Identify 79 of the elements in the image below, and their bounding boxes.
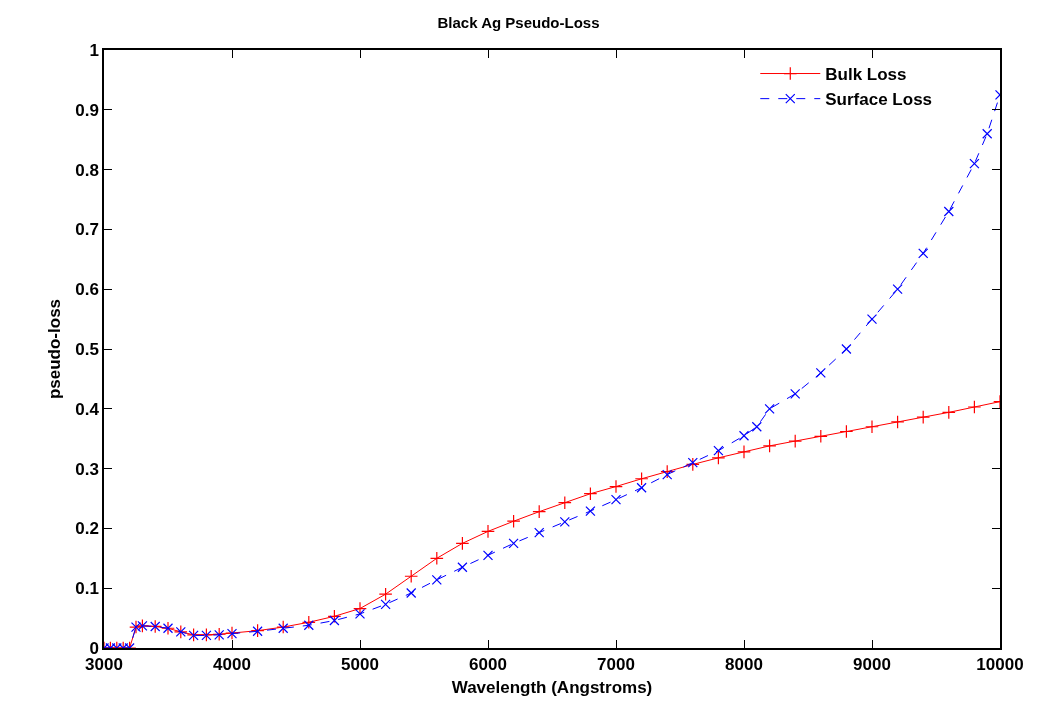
point	[559, 516, 570, 527]
x-tick-label: 10000	[976, 655, 1024, 675]
point	[585, 505, 596, 517]
legend-label: Bulk Loss	[825, 65, 907, 85]
y-tick-label: 0.4	[75, 399, 100, 419]
x-axis-title: Wavelength (Angstroms)	[451, 678, 653, 698]
point	[532, 504, 547, 519]
point	[534, 527, 545, 538]
point	[813, 429, 828, 444]
x-tick-label: 4000	[213, 655, 251, 675]
point	[329, 615, 340, 626]
point	[457, 562, 468, 573]
point	[737, 444, 751, 459]
y-tick-label: 0	[89, 638, 99, 658]
point	[941, 405, 956, 420]
point	[508, 538, 519, 549]
point	[301, 615, 316, 630]
point	[738, 430, 750, 441]
y-tick-label: 0.8	[75, 160, 99, 180]
x-tick-label: 5000	[341, 655, 379, 675]
point	[455, 536, 470, 551]
x-tick-label: 8000	[725, 655, 763, 675]
y-axis-title: pseudo-loss	[45, 298, 65, 400]
point	[892, 284, 903, 295]
x-tick-label: 3000	[85, 655, 123, 675]
point	[982, 128, 993, 139]
point	[431, 574, 442, 585]
legend-label: Surface Loss	[825, 90, 933, 110]
point	[713, 445, 724, 456]
y-tick-label: 0.7	[75, 220, 99, 240]
y-tick-label: 0.9	[75, 100, 99, 120]
point	[634, 471, 649, 486]
point	[636, 482, 647, 493]
point	[790, 388, 801, 399]
point	[841, 343, 852, 355]
point	[482, 550, 494, 561]
y-tick-label: 0.6	[75, 280, 99, 300]
point	[609, 479, 623, 494]
point	[866, 314, 878, 325]
point	[685, 457, 700, 472]
point	[687, 457, 698, 468]
point	[380, 599, 391, 610]
point	[890, 415, 905, 429]
point	[378, 587, 393, 602]
point	[918, 248, 929, 259]
point	[610, 494, 622, 505]
point	[916, 410, 931, 425]
point	[303, 620, 314, 631]
y-tick-label: 0.5	[75, 339, 99, 359]
y-tick-label: 1	[89, 40, 99, 60]
point	[662, 469, 673, 480]
y-tick-label: 0.3	[75, 459, 99, 479]
y-tick-label: 0.1	[75, 579, 99, 599]
point	[406, 587, 417, 599]
point	[967, 400, 982, 414]
x-tick-label: 6000	[469, 655, 507, 675]
point	[788, 434, 803, 448]
point	[429, 551, 444, 566]
point	[583, 486, 598, 501]
point	[839, 424, 854, 439]
point	[969, 158, 980, 169]
point	[327, 609, 342, 624]
point	[506, 514, 521, 529]
point	[751, 421, 762, 432]
point	[764, 403, 775, 414]
x-tick-label: 7000	[597, 655, 635, 675]
point	[865, 419, 879, 434]
point	[815, 367, 826, 379]
chart-title: Black Ag Pseudo-Loss	[437, 14, 600, 32]
point	[762, 438, 777, 453]
x-tick-label: 9000	[853, 655, 891, 675]
y-tick-label: 0.2	[75, 519, 99, 539]
point	[943, 206, 954, 217]
point	[354, 608, 366, 620]
point	[660, 464, 675, 479]
point	[404, 569, 419, 584]
point	[711, 450, 726, 465]
point	[481, 524, 495, 539]
point	[557, 495, 572, 510]
